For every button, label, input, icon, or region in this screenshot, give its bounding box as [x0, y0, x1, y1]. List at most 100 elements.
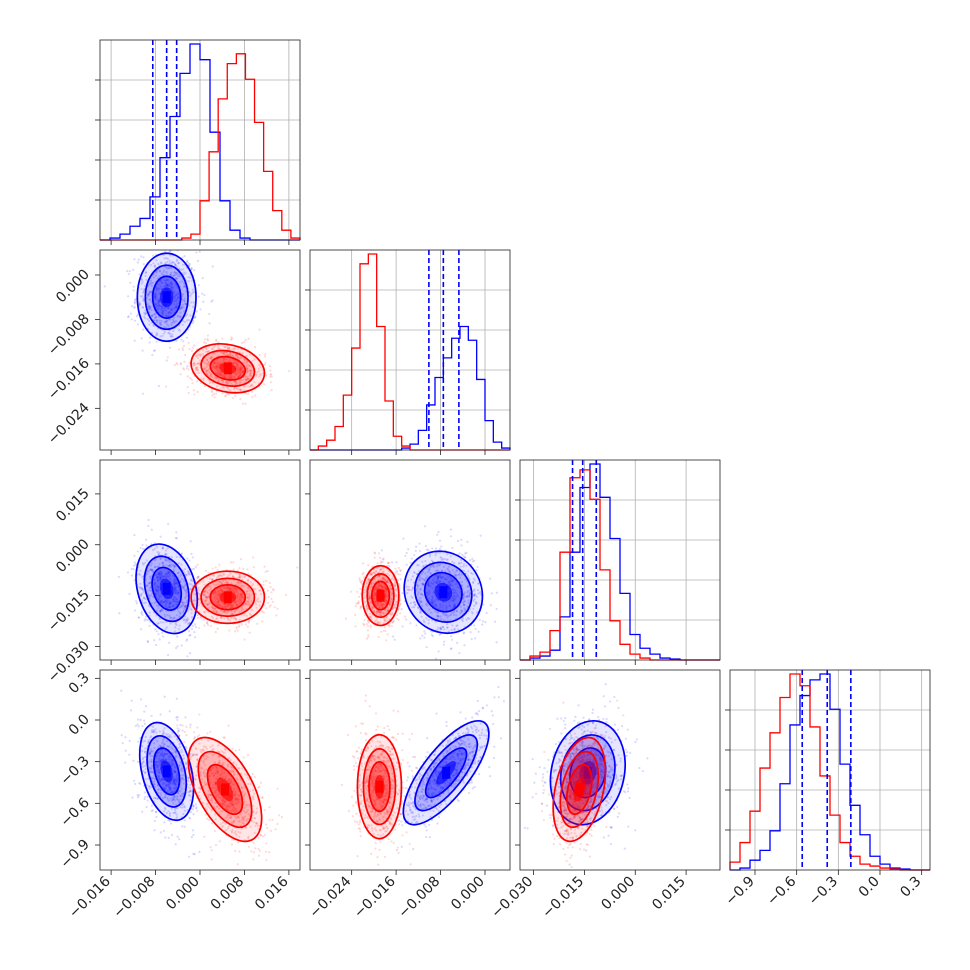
red-sample-point [239, 388, 242, 391]
blue-sample-point [435, 581, 439, 584]
blue-sample-point [144, 271, 147, 274]
blue-sample-point [455, 592, 458, 595]
blue-sample-point [138, 781, 141, 785]
blue-sample-point [181, 603, 185, 606]
blue-sample-point [179, 311, 182, 314]
red-sample-point [197, 597, 200, 600]
blue-sample-point [150, 528, 153, 531]
blue-sample-point [154, 296, 157, 299]
blue-sample-point [439, 604, 442, 607]
red-sample-point [388, 625, 391, 628]
red-sample-point [396, 613, 399, 617]
red-sample-point [239, 370, 243, 373]
red-sample-point [175, 362, 178, 365]
red-sample-point [370, 572, 373, 575]
blue-sample-point [175, 531, 178, 534]
blue-sample-point [173, 779, 176, 782]
blue-sample-point [155, 604, 158, 607]
blue-sample-point [160, 759, 163, 763]
red-sample-point [370, 585, 373, 588]
blue-sample-point [172, 797, 175, 800]
blue-sample-point [174, 586, 177, 589]
blue-sample-point [182, 774, 185, 777]
red-sample-point [373, 577, 376, 581]
blue-sample-point [168, 259, 171, 263]
blue-sample-point [453, 571, 456, 574]
blue-sample-point [178, 794, 182, 797]
blue-sample-point [448, 604, 451, 607]
blue-sample-point [455, 569, 458, 572]
blue-sample-point [128, 270, 131, 273]
blue-sample-point [195, 310, 198, 313]
red-sample-point [395, 593, 398, 597]
red-sample-point [365, 607, 369, 610]
red-sample-point [388, 561, 391, 565]
blue-sample-point [193, 853, 196, 856]
red-sample-point [217, 600, 220, 603]
blue-sample-point [453, 605, 456, 609]
blue-sample-point [161, 307, 164, 310]
red-sample-point [205, 621, 209, 624]
blue-sample-point [427, 569, 431, 572]
blue-sample-point [455, 641, 459, 644]
blue-sample-point [187, 304, 190, 307]
red-sample-point [219, 589, 222, 592]
red-sample-point [239, 397, 242, 401]
red-sample-point [364, 586, 367, 590]
blue-sample-point [146, 640, 149, 643]
red-sample-point [227, 603, 230, 606]
blue-sample-point [163, 601, 166, 604]
blue-sample-point [202, 300, 205, 303]
blue-sample-point [427, 580, 430, 583]
blue-sample-point [133, 554, 136, 557]
blue-sample-point [174, 536, 177, 540]
blue-sample-point [162, 270, 165, 274]
red-sample-point [209, 587, 213, 590]
red-sample-point [219, 574, 222, 577]
red-sample-point [226, 383, 229, 386]
blue-sample-point [199, 616, 202, 619]
red-sample-point [210, 615, 213, 618]
red-sample-point [378, 610, 382, 613]
blue-sample-point [430, 565, 433, 568]
blue-sample-point [181, 586, 185, 589]
red-sample-point [236, 592, 240, 596]
red-sample-point [238, 602, 241, 605]
red-sample-point [395, 617, 399, 620]
blue-sample-point [175, 716, 178, 719]
blue-sample-point [449, 535, 453, 538]
red-sample-point [196, 390, 199, 393]
blue-sample-point [485, 611, 488, 615]
blue-sample-point [191, 568, 194, 571]
blue-sample-point [470, 638, 473, 641]
red-sample-point [377, 635, 380, 639]
blue-sample-point [163, 601, 166, 604]
blue-sample-point [189, 723, 192, 726]
blue-sample-point [142, 256, 145, 259]
red-contour [190, 570, 266, 625]
blue-sample-point [169, 285, 173, 288]
blue-sample-point [138, 794, 141, 797]
red-sample-point [390, 593, 393, 596]
red-sample-point [402, 586, 405, 590]
blue-sample-point [186, 365, 189, 368]
blue-sample-point [413, 571, 416, 575]
blue-sample-point [182, 757, 186, 760]
blue-sample-point [410, 557, 413, 560]
blue-sample-point [155, 274, 158, 277]
blue-sample-point [404, 554, 407, 557]
blue-sample-point [401, 592, 404, 595]
red-sample-point [384, 590, 387, 593]
blue-sample-point [184, 604, 187, 607]
blue-sample-point [183, 284, 186, 288]
blue-sample-point [142, 289, 146, 292]
blue-sample-point [175, 813, 178, 816]
red-sample-point [235, 353, 238, 357]
blue-sample-point [184, 272, 187, 275]
red-sample-point [238, 372, 241, 375]
red-sample-point [228, 351, 232, 354]
blue-sample-point [465, 551, 468, 554]
red-sample-point [379, 578, 382, 581]
blue-sample-point [167, 266, 170, 269]
blue-sample-point [161, 273, 164, 276]
